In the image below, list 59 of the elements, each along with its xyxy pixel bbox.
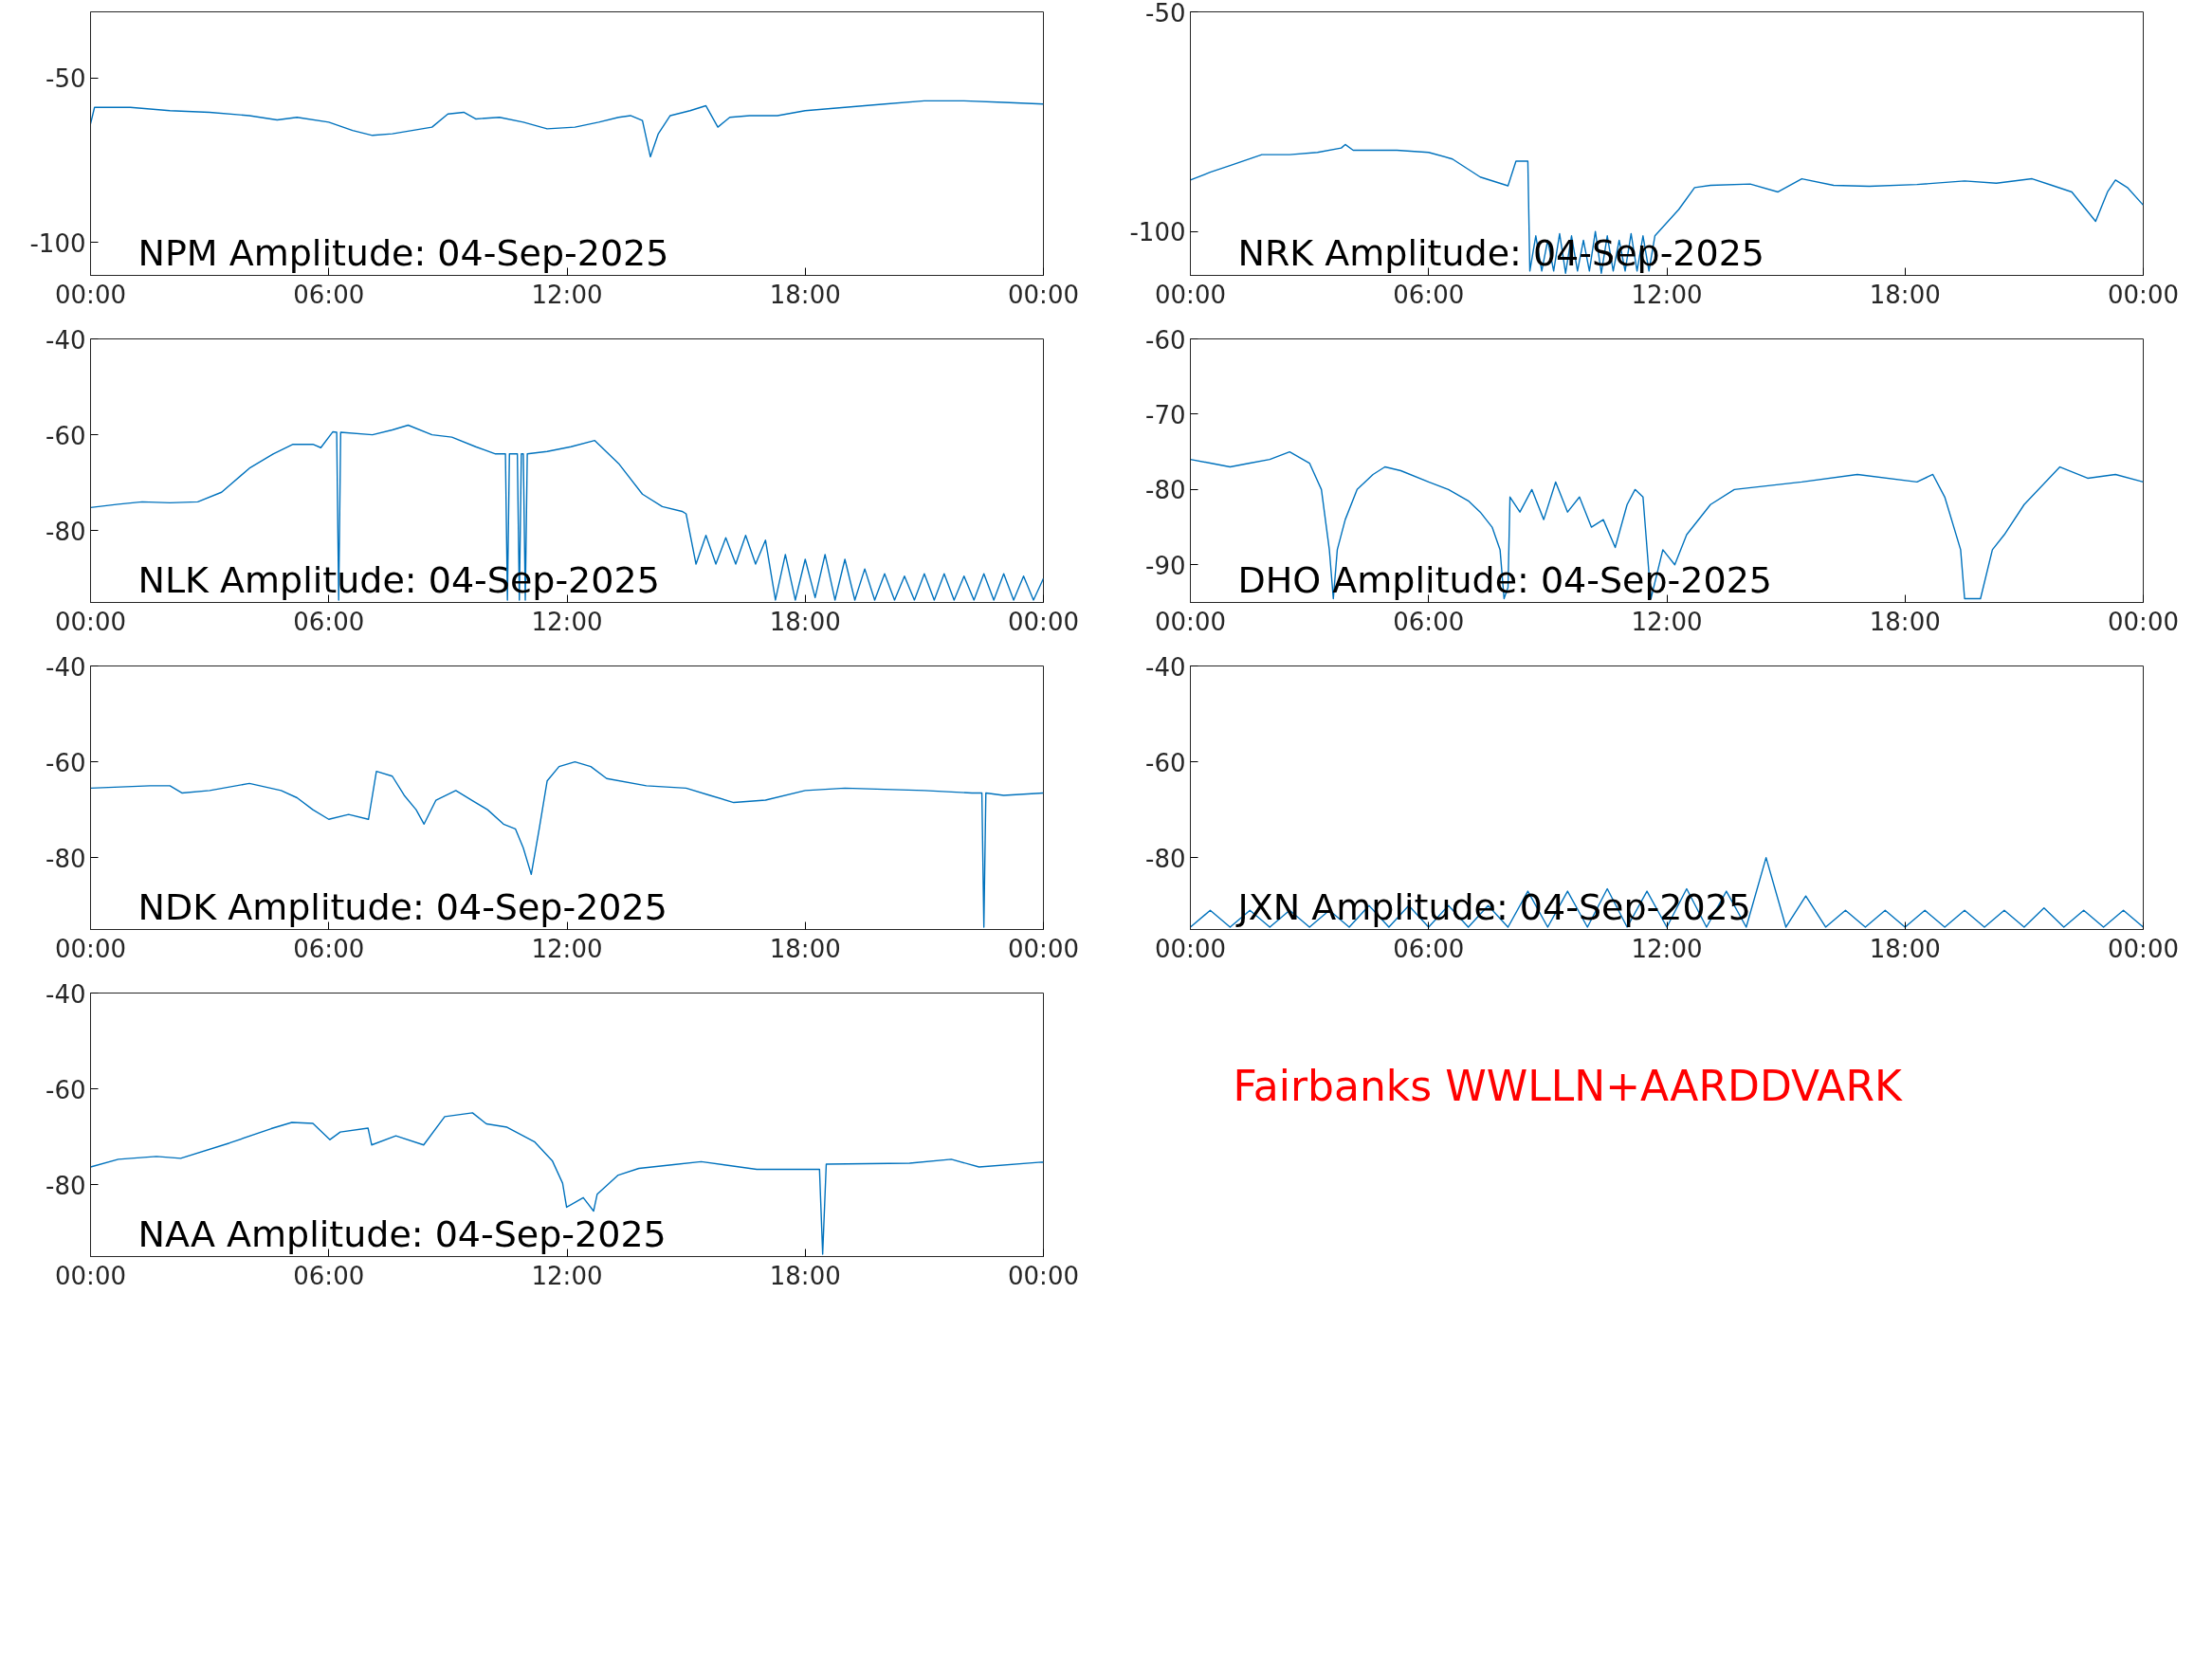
text: NDK Amplitude: 04-Sep-2025	[137, 885, 667, 928]
x-tick-label: 18:00	[769, 607, 841, 636]
x-tick-label: 00:00	[1008, 934, 1079, 963]
y-tick-label: -80	[1145, 844, 1186, 873]
x-tick-label: 06:00	[1393, 934, 1465, 963]
y-tick-label: -50	[1145, 0, 1186, 27]
x-tick-label: 18:00	[1869, 934, 1941, 963]
x-tick-label: 06:00	[293, 1261, 365, 1290]
y-tick-label: -40	[46, 979, 86, 1009]
x-tick-label: 18:00	[1869, 607, 1941, 636]
x-tick-label: 06:00	[1393, 607, 1465, 636]
x-tick-label: 00:00	[55, 280, 126, 309]
y-tick-label: -60	[46, 748, 86, 777]
y-tick-label: -100	[29, 228, 86, 258]
x-tick-label: 00:00	[2108, 607, 2179, 636]
y-tick-label: -50	[46, 64, 86, 93]
text: Fairbanks WWLLN+AARDDVARK	[1233, 1061, 1903, 1110]
x-tick-label: 12:00	[1631, 934, 1703, 963]
x-tick-label: 00:00	[55, 934, 126, 963]
y-tick-label: -40	[46, 652, 86, 682]
x-tick-label: 12:00	[531, 1261, 603, 1290]
x-tick-label: 00:00	[1008, 607, 1079, 636]
y-tick-label: -80	[46, 844, 86, 873]
x-tick-label: 00:00	[2108, 280, 2179, 309]
y-tick-label: -80	[1145, 476, 1186, 505]
x-tick-label: 18:00	[1869, 280, 1941, 309]
x-tick-label: 00:00	[1008, 280, 1079, 309]
text: NAA Amplitude: 04-Sep-2025	[137, 1212, 667, 1255]
x-tick-label: 12:00	[531, 280, 603, 309]
x-tick-label: 00:00	[1155, 607, 1226, 636]
x-tick-label: 00:00	[2108, 934, 2179, 963]
y-tick-label: -40	[1145, 652, 1186, 682]
x-tick-label: 18:00	[769, 1261, 841, 1290]
x-tick-label: 00:00	[1155, 280, 1226, 309]
x-tick-label: 12:00	[1631, 607, 1703, 636]
x-tick-label: 00:00	[55, 607, 126, 636]
y-tick-label: -90	[1145, 551, 1186, 580]
x-tick-label: 18:00	[769, 934, 841, 963]
y-tick-label: -60	[46, 1075, 86, 1104]
x-tick-label: 18:00	[769, 280, 841, 309]
x-tick-label: 12:00	[531, 934, 603, 963]
y-tick-label: -60	[1145, 325, 1186, 355]
y-tick-label: -60	[46, 421, 86, 450]
x-tick-label: 00:00	[1008, 1261, 1079, 1290]
x-tick-label: 00:00	[55, 1261, 126, 1290]
x-tick-label: 06:00	[293, 280, 365, 309]
y-tick-label: -80	[46, 517, 86, 546]
x-tick-label: 06:00	[293, 607, 365, 636]
y-tick-label: -60	[1145, 748, 1186, 777]
x-tick-label: 06:00	[1393, 280, 1465, 309]
y-tick-label: -80	[46, 1171, 86, 1200]
x-tick-label: 00:00	[1155, 934, 1226, 963]
y-tick-label: -70	[1145, 400, 1186, 429]
text: NPM Amplitude: 04-Sep-2025	[137, 231, 669, 274]
y-tick-label: -100	[1129, 218, 1186, 247]
y-tick-label: -40	[46, 325, 86, 355]
x-tick-label: 12:00	[1631, 280, 1703, 309]
x-tick-label: 12:00	[531, 607, 603, 636]
x-tick-label: 06:00	[293, 934, 365, 963]
